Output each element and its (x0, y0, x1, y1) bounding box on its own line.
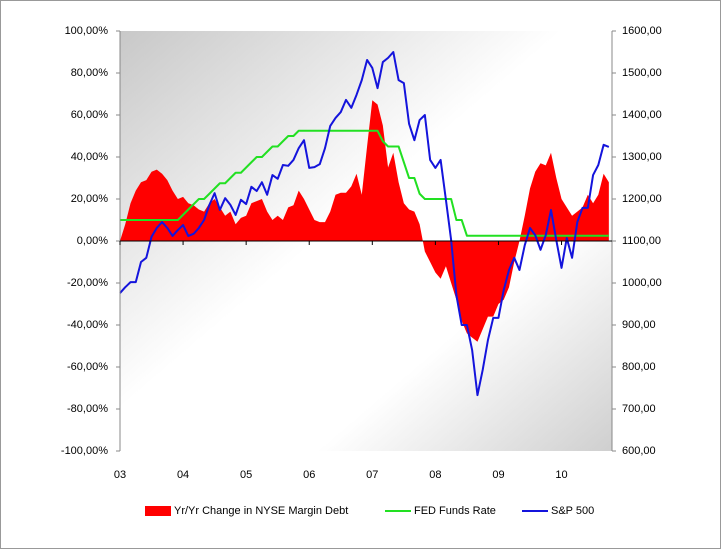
y2-tick-label: 1400,00 (622, 109, 662, 121)
y-tick-label: 100,00% (65, 25, 109, 37)
y-tick-label: -80,00% (67, 403, 108, 415)
x-tick-label: 05 (240, 469, 252, 481)
y2-tick-label: 1100,00 (622, 235, 661, 247)
y-tick-label: 20,00% (71, 193, 109, 205)
line-series (119, 51, 610, 397)
y-tick-label: 0,00% (77, 235, 108, 247)
legend-label: Yr/Yr Change in NYSE Margin Debt (174, 505, 348, 517)
y-tick-label: -100,00% (61, 445, 108, 457)
y2-tick-label: 1300,00 (622, 151, 662, 163)
y-tick-label: -20,00% (67, 277, 108, 289)
y-tick-label: 60,00% (71, 109, 109, 121)
y2-tick-label: 1600,00 (622, 25, 662, 37)
area-series (120, 100, 609, 342)
y2-tick-label: 800,00 (622, 361, 656, 373)
y2-tick-label: 600,00 (622, 445, 656, 457)
x-tick-label: 08 (429, 469, 441, 481)
y-tick-label: 40,00% (71, 151, 109, 163)
y-tick-label: -40,00% (67, 319, 108, 331)
y2-tick-label: 1000,00 (622, 277, 662, 289)
legend-label: FED Funds Rate (414, 505, 496, 517)
x-tick-label: 06 (303, 469, 315, 481)
x-tick-label: 07 (366, 469, 378, 481)
x-tick-label: 09 (492, 469, 504, 481)
y-tick-label: -60,00% (67, 361, 108, 373)
x-tick-label: 04 (177, 469, 189, 481)
x-tick-label: 03 (114, 469, 126, 481)
legend-swatch (145, 506, 171, 516)
x-tick-label: 10 (555, 469, 567, 481)
y2-tick-label: 1500,00 (622, 67, 662, 79)
y2-tick-label: 900,00 (622, 319, 656, 331)
y2-tick-label: 700,00 (622, 403, 656, 415)
legend-label: S&P 500 (551, 505, 594, 517)
y2-tick-label: 1200,00 (622, 193, 662, 205)
y-tick-label: 80,00% (71, 67, 109, 79)
